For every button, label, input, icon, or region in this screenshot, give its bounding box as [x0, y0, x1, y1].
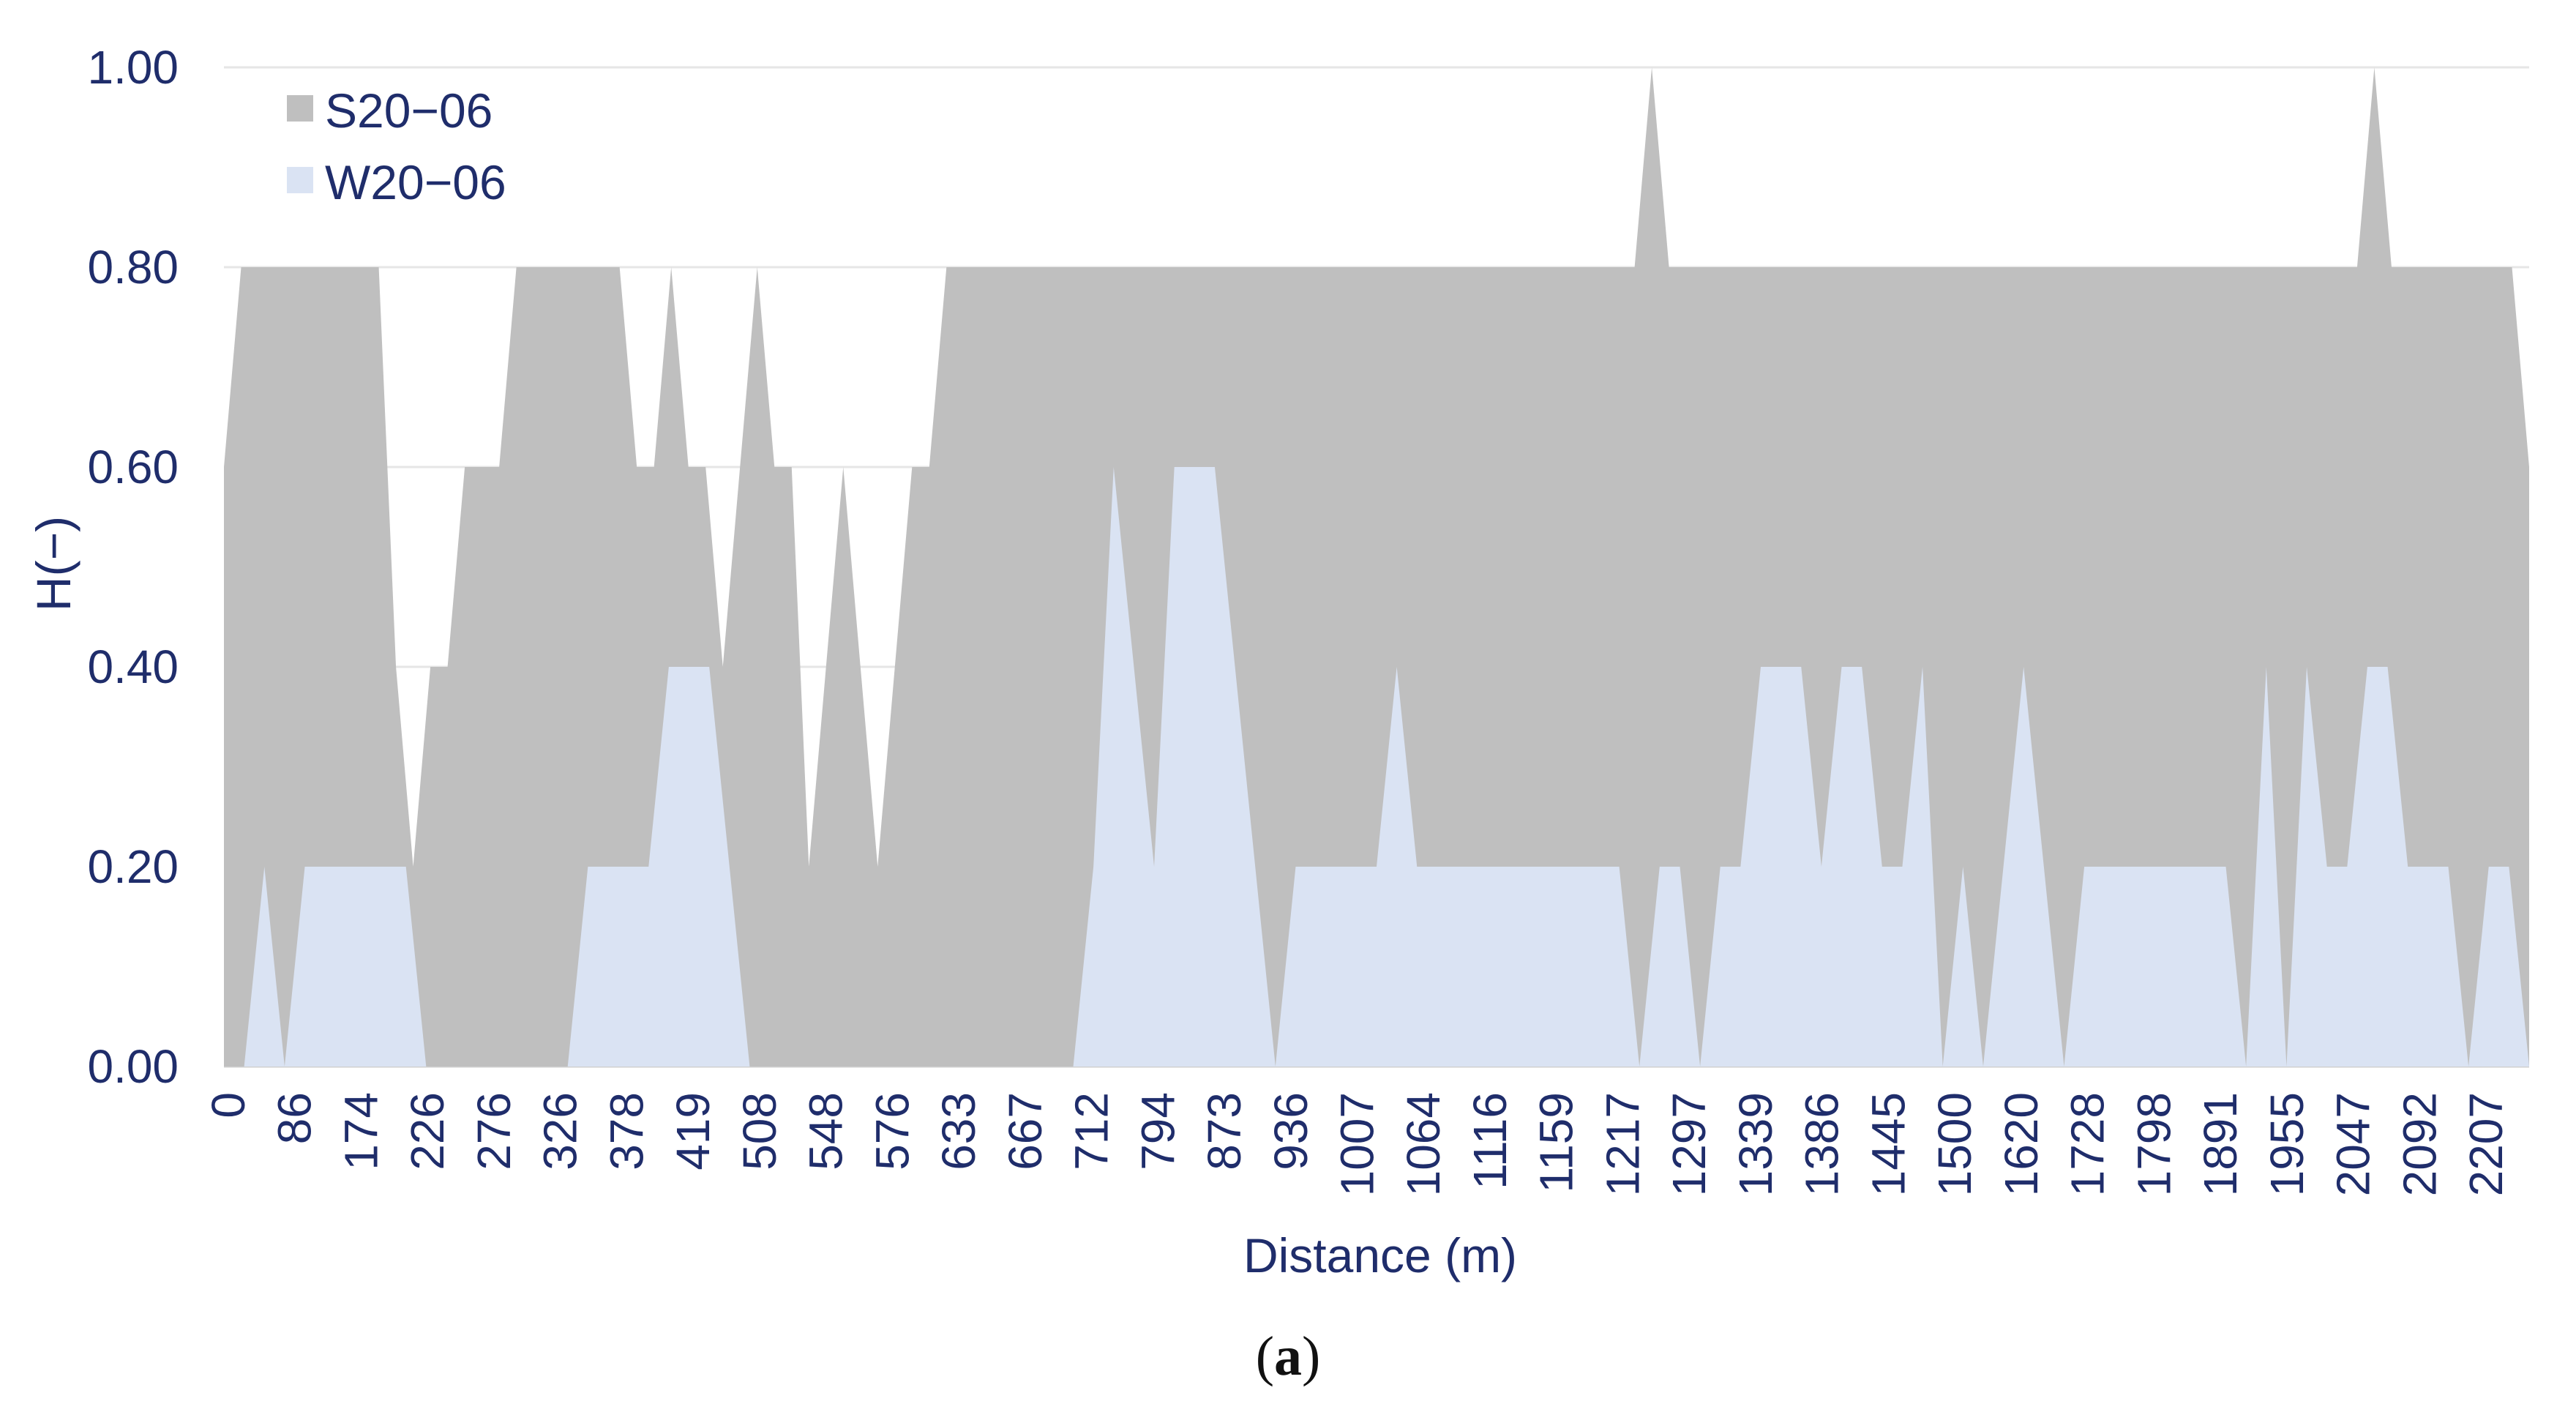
x-tick-label: 1339: [1729, 1092, 1782, 1196]
x-tick-label: 633: [932, 1092, 985, 1170]
x-tick-label: 667: [999, 1092, 1052, 1170]
x-tick-label: 936: [1265, 1092, 1317, 1170]
x-tick-label: 1891: [2194, 1092, 2247, 1196]
x-tick-label: 712: [1066, 1092, 1118, 1170]
x-tick-label: 326: [534, 1092, 587, 1170]
x-tick-label: 548: [800, 1092, 853, 1170]
figure-caption: (a): [0, 1325, 2576, 1389]
x-tick-label: 508: [733, 1092, 786, 1170]
series-area-w20-06: [224, 467, 2529, 1067]
y-tick-label: 1.00: [87, 41, 179, 94]
caption-open: (: [1255, 1326, 1274, 1387]
x-tick-label: 0: [202, 1092, 255, 1118]
x-tick-label: 1798: [2127, 1092, 2180, 1196]
x-axis: 0 86 174 226 276 326 378 419 508 548 576 633 667 712 7…: [202, 1092, 2512, 1196]
x-tick-label: 794: [1131, 1092, 1184, 1170]
x-tick-label: 2207: [2460, 1092, 2512, 1196]
x-tick-label: 174: [334, 1092, 387, 1170]
x-tick-label: 2047: [2327, 1092, 2380, 1196]
x-tick-label: 1386: [1796, 1092, 1849, 1196]
y-axis-title: H(−): [26, 516, 80, 611]
y-tick-label: 0.80: [87, 241, 179, 294]
x-tick-label: 1445: [1862, 1092, 1914, 1196]
x-tick-label: 1007: [1331, 1092, 1384, 1196]
y-tick-label: 0.60: [87, 441, 179, 493]
x-axis-title: Distance (m): [1243, 1228, 1517, 1282]
x-tick-label: 576: [866, 1092, 918, 1170]
x-tick-label: 1159: [1530, 1092, 1583, 1193]
x-tick-label: 2092: [2393, 1092, 2446, 1196]
caption-letter: a: [1274, 1326, 1302, 1387]
x-tick-label: 1217: [1596, 1092, 1649, 1196]
x-tick-label: 1620: [1995, 1092, 2048, 1196]
y-tick-label: 0.00: [87, 1040, 179, 1093]
legend-label-s20-06: S20−06: [325, 83, 493, 138]
x-tick-label: 1064: [1397, 1092, 1450, 1196]
x-tick-label: 1297: [1663, 1092, 1715, 1196]
x-tick-label: 226: [401, 1092, 454, 1170]
x-tick-label: 86: [269, 1092, 321, 1144]
x-tick-label: 873: [1198, 1092, 1251, 1170]
x-tick-label: 276: [468, 1092, 520, 1170]
legend-swatch-w20-06: [287, 167, 313, 193]
series-areas: [224, 67, 2529, 1067]
x-tick-label: 378: [600, 1092, 653, 1170]
x-tick-label: 1116: [1464, 1092, 1516, 1189]
y-tick-label: 0.40: [87, 640, 179, 693]
x-tick-label: 419: [667, 1092, 719, 1170]
series-area-s20-06: [224, 67, 2529, 1067]
legend-swatch-s20-06: [287, 95, 313, 122]
y-axis: 0.00 0.20 0.40 0.60 0.80 1.00: [87, 41, 179, 1093]
x-tick-label: 1728: [2062, 1092, 2114, 1196]
legend-label-w20-06: W20−06: [325, 155, 506, 209]
legend: S20−06 W20−06: [287, 83, 506, 209]
x-tick-label: 1500: [1928, 1092, 1981, 1196]
caption-close: ): [1302, 1326, 1321, 1387]
x-tick-label: 1955: [2261, 1092, 2313, 1196]
y-tick-label: 0.20: [87, 840, 179, 893]
